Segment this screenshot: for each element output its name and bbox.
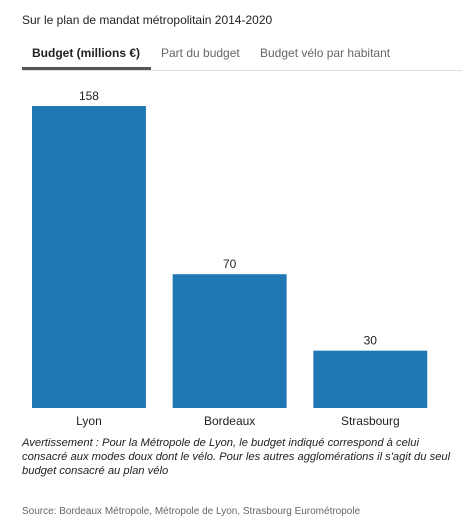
tab-budget[interactable]: Budget (millions €)	[32, 46, 140, 60]
category-label-lyon: Lyon	[76, 414, 102, 428]
category-labels-group: Lyon Bordeaux Strasbourg	[76, 414, 399, 428]
chart-note: Avertissement : Pour la Métropole de Lyo…	[22, 437, 451, 477]
chart-subtitle: Sur le plan de mandat métropolitain 2014…	[22, 13, 273, 27]
tab-budget-per-capita[interactable]: Budget vélo par habitant	[260, 46, 391, 60]
category-label-bordeaux: Bordeaux	[204, 414, 255, 428]
value-labels-group: 158 70 30	[79, 89, 377, 348]
bars-group	[32, 106, 428, 408]
bar-bordeaux[interactable]	[172, 274, 287, 408]
bar-lyon[interactable]	[32, 106, 146, 408]
tab-budget-share[interactable]: Part du budget	[161, 46, 240, 60]
active-tab-indicator	[22, 67, 151, 70]
metric-tabs: Budget (millions €) Part du budget Budge…	[22, 38, 462, 71]
bar-chart: 158 70 30 Lyon Bordeaux Strasbourg	[32, 89, 428, 428]
value-label-bordeaux: 70	[223, 257, 237, 271]
value-label-lyon: 158	[79, 89, 99, 103]
bar-strasbourg[interactable]	[313, 350, 428, 408]
value-label-strasbourg: 30	[364, 334, 378, 348]
category-label-strasbourg: Strasbourg	[341, 414, 400, 428]
chart-source: Source: Bordeaux Métropole, Métropole de…	[22, 506, 361, 517]
